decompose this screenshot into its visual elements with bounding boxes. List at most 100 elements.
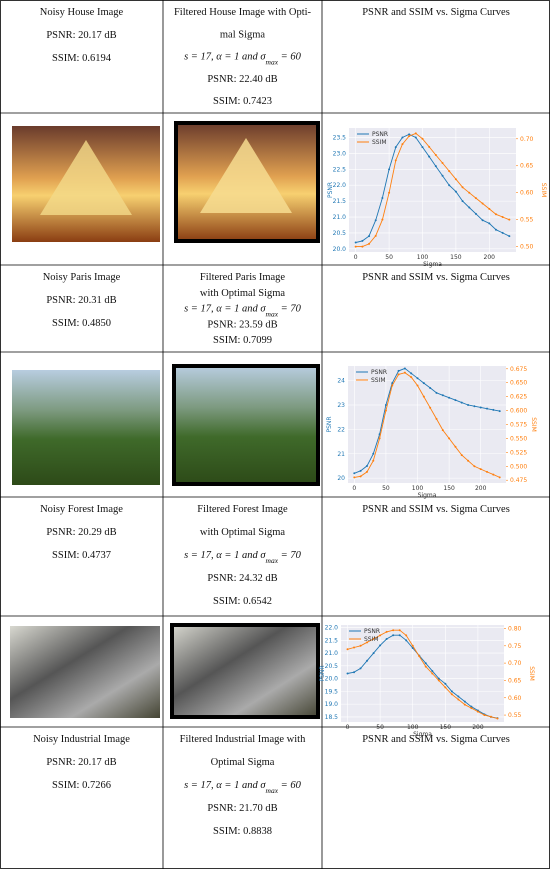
point xyxy=(372,637,375,640)
x-tick-label: 100 xyxy=(412,485,424,492)
x-tick-label: 200 xyxy=(475,485,487,492)
point xyxy=(444,686,447,689)
math-text: s = 17, α = 1 and σ xyxy=(184,304,266,315)
point xyxy=(463,700,466,703)
param-line: s = 17, α = 1 and σmax = 60 xyxy=(184,52,302,67)
point xyxy=(444,682,447,685)
point xyxy=(437,677,440,680)
point xyxy=(460,454,463,457)
point xyxy=(498,410,501,413)
point xyxy=(391,384,394,387)
x-axis-label: Sigma xyxy=(423,261,442,268)
chart: 0 50 100 150 200 20.0 20.5 21.0 21.5 22.0 22.5 23.0… xyxy=(327,128,547,268)
x-tick-label: 150 xyxy=(443,485,455,492)
legend-label: SSIM xyxy=(371,377,386,384)
point xyxy=(374,219,377,222)
point xyxy=(486,470,489,473)
point xyxy=(429,406,432,409)
point xyxy=(494,228,497,231)
point xyxy=(463,703,466,706)
point xyxy=(410,372,413,375)
y-tick-label: 18.5 xyxy=(325,714,339,721)
cell-text: Noisy Industrial Image xyxy=(33,734,130,745)
point xyxy=(494,213,497,216)
y2-axis-label: SSIM xyxy=(540,183,547,198)
cell-text: SSIM: 0.6542 xyxy=(213,596,272,607)
y2-tick-label: 0.625 xyxy=(510,394,527,401)
point xyxy=(492,473,495,476)
cell-text: PSNR and SSIM vs. Sigma Curves xyxy=(362,734,510,745)
cell-text: Noisy Forest Image xyxy=(40,504,123,515)
cell-text: Optimal Sigma xyxy=(211,757,275,768)
point xyxy=(397,373,400,376)
point xyxy=(403,367,406,370)
x-axis-label: Sigma xyxy=(418,492,437,499)
y2-tick-label: 0.65 xyxy=(508,677,522,684)
point xyxy=(448,170,451,173)
y2-tick-label: 0.650 xyxy=(510,380,527,387)
point xyxy=(418,655,421,658)
cell-text: Noisy Paris Image xyxy=(43,272,121,283)
y-tick-label: 21.5 xyxy=(333,198,347,205)
y-tick-label: 23 xyxy=(337,402,345,409)
y2-tick-label: 0.80 xyxy=(508,625,522,632)
cell-text: PSNR: 20.17 dB xyxy=(46,757,116,768)
point xyxy=(441,429,444,432)
cell-text: PSNR: 20.29 dB xyxy=(46,527,116,538)
x-tick-label: 50 xyxy=(376,724,384,731)
math-text: = 70 xyxy=(278,550,302,561)
point xyxy=(391,382,394,385)
subscript: max xyxy=(266,309,279,318)
point xyxy=(468,191,471,194)
y-axis-label: PSNR xyxy=(327,182,334,198)
subscript: max xyxy=(266,57,279,66)
y2-tick-label: 0.65 xyxy=(520,163,534,170)
point xyxy=(388,168,391,171)
legend-label: SSIM xyxy=(372,139,387,146)
point xyxy=(354,245,357,248)
y-tick-label: 19.0 xyxy=(325,701,339,708)
point xyxy=(460,401,463,404)
point xyxy=(479,406,482,409)
point xyxy=(353,472,356,475)
param-line: s = 17, α = 1 and σmax = 60 xyxy=(184,780,302,795)
point xyxy=(405,634,408,637)
point xyxy=(498,476,501,479)
y-axis-label: PSNR xyxy=(326,416,333,432)
point xyxy=(473,465,476,468)
point xyxy=(421,137,424,140)
point xyxy=(457,695,460,698)
point xyxy=(403,371,406,374)
x-tick-label: 0 xyxy=(346,724,350,731)
cell-text: Filtered Paris Image xyxy=(200,272,285,283)
images xyxy=(10,121,320,719)
point xyxy=(353,476,356,479)
point xyxy=(481,219,484,222)
point xyxy=(368,235,371,238)
y2-tick-label: 0.550 xyxy=(510,435,527,442)
point xyxy=(424,662,427,665)
point xyxy=(508,235,511,238)
series-line xyxy=(355,133,510,243)
point xyxy=(434,165,437,168)
series-line xyxy=(347,634,498,719)
point xyxy=(366,659,369,662)
point xyxy=(454,399,457,402)
point xyxy=(365,464,368,467)
cell-text: with Optimal Sigma xyxy=(200,527,286,538)
point xyxy=(422,382,425,385)
y2-tick-label: 0.475 xyxy=(510,477,527,484)
point xyxy=(368,242,371,245)
point xyxy=(392,629,395,632)
point xyxy=(359,469,362,472)
cell-text: PSNR and SSIM vs. Sigma Curves xyxy=(362,7,510,18)
point xyxy=(398,629,401,632)
cell-text: SSIM: 0.4850 xyxy=(52,318,111,329)
x-tick-label: 100 xyxy=(417,254,429,261)
cell-text: SSIM: 0.7423 xyxy=(213,96,272,107)
point xyxy=(424,665,427,668)
param-line: s = 17, α = 1 and σmax = 70 xyxy=(184,304,302,319)
point xyxy=(457,698,460,701)
point xyxy=(461,200,464,203)
